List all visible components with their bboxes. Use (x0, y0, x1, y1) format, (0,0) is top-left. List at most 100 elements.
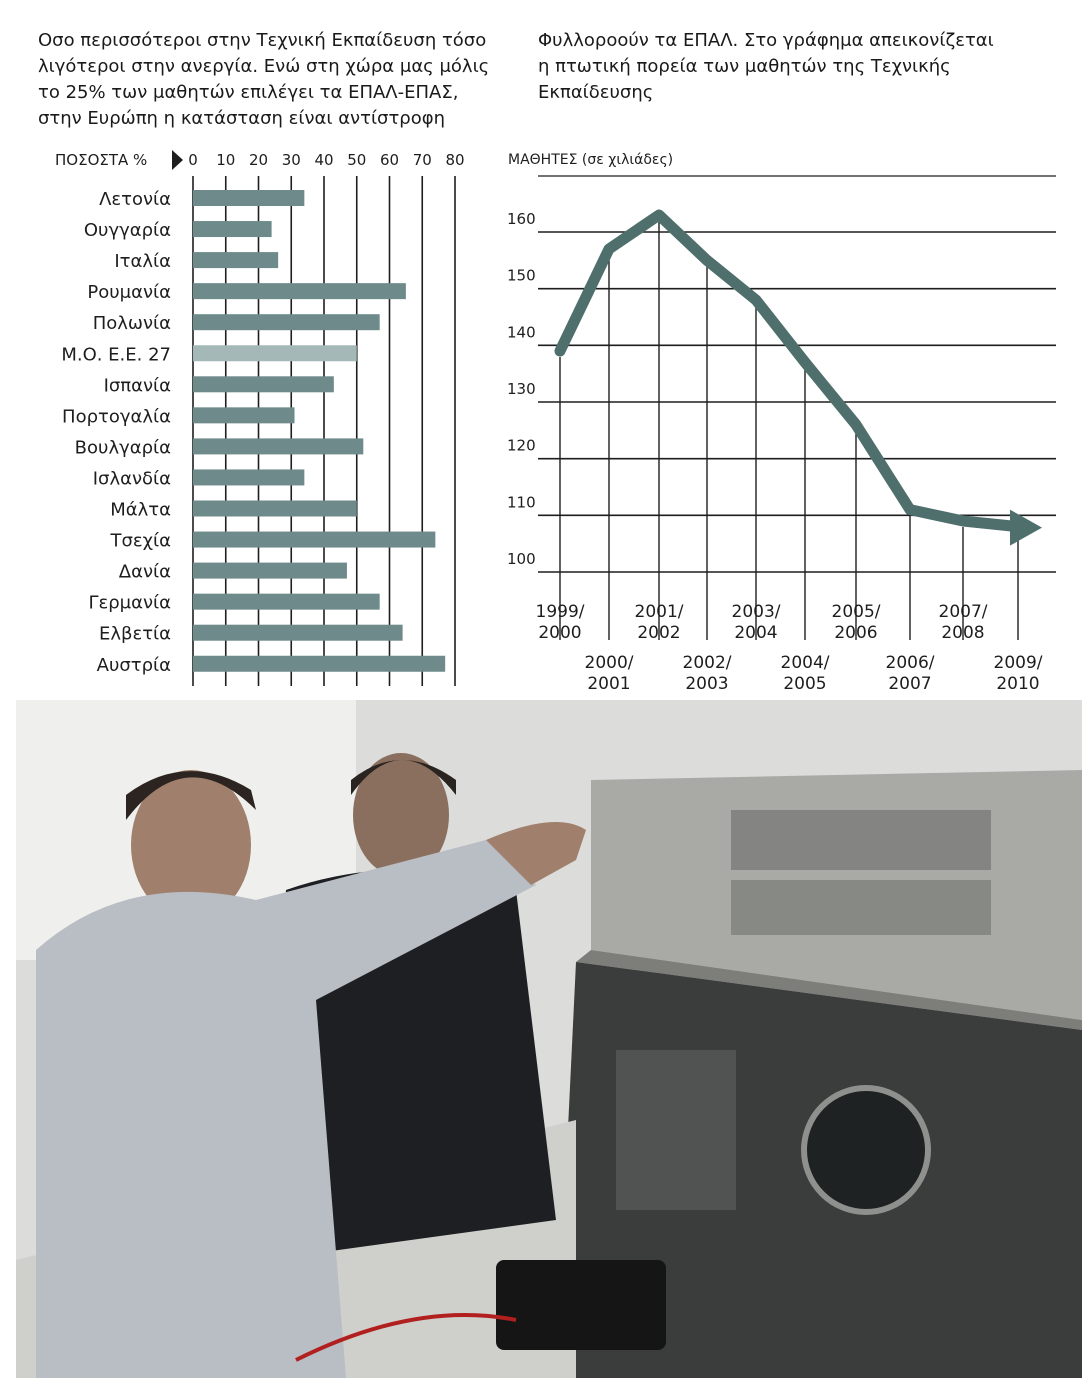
bar-chart-percentages: ΠΟΣΟΣΤΑ % 0 10 20 30 40 50 60 70 80 Λετονία Ουγγαρί… (55, 150, 465, 686)
bar-chart-category-label: Ιταλία (114, 251, 171, 272)
bar-chart-category-label: Βουλγαρία (75, 437, 171, 458)
bar-chart-axis-arrow-icon (172, 150, 183, 170)
photo-student-hair-back (351, 760, 456, 795)
bar-chart-category-label: Ισπανία (104, 375, 171, 396)
photo-equipment-edge (576, 950, 1082, 1030)
line-chart-y-tick-label: 100 (507, 550, 536, 568)
line-chart-x-tick-label: 2009/ (994, 653, 1043, 673)
bar-chart-category-label: Τσεχία (110, 531, 172, 552)
line-chart-x-tick-label: 2002 (637, 623, 680, 643)
bar-chart-x-tick-label: 20 (249, 151, 268, 169)
bar-chart-bar (193, 407, 295, 424)
bar-chart-category-label: Ισλανδία (93, 468, 171, 489)
bar-chart-category-label: Δανία (119, 562, 171, 583)
bar-chart-category-label: Ρουμανία (87, 282, 171, 303)
bar-chart-category-label: Ουγγαρία (84, 220, 171, 241)
left-caption-line: λιγότεροι στην ανεργία. Ενώ στη χώρα μας… (38, 56, 490, 77)
left-caption-line: το 25% των μαθητών επιλέγει τα ΕΠΑΛ-ΕΠΑΣ… (38, 82, 459, 103)
bar-chart-x-tick-label: 40 (314, 151, 333, 169)
photo-student-face-front (131, 770, 251, 920)
bar-chart-bar (193, 345, 357, 362)
line-chart-x-tick-label: 2003/ (732, 602, 781, 622)
line-chart-x-tick-label: 2008 (941, 623, 984, 643)
bar-chart-bar (193, 469, 305, 486)
bar-chart-category-label: Λετονία (99, 189, 171, 210)
bar-chart-bar (193, 593, 380, 610)
line-chart-y-tick-label: 120 (507, 437, 536, 455)
bar-chart-axis-label: ΠΟΣΟΣΤΑ % (55, 151, 147, 169)
line-chart-x-tick-label: 2005 (783, 674, 826, 694)
line-chart-series-line (554, 209, 1024, 533)
photo-student-face-back (353, 753, 449, 877)
line-chart-y-tick-label: 160 (507, 210, 536, 228)
bar-chart-x-tick-label: 50 (347, 151, 366, 169)
line-chart-x-tick-label: 2006 (834, 623, 877, 643)
bar-chart-x-tick-label: 10 (216, 151, 235, 169)
line-chart-x-tick-label: 2007/ (939, 602, 988, 622)
photo-fan (801, 1085, 931, 1215)
right-caption-line: η πτωτική πορεία των μαθητών της Τεχνική… (538, 56, 951, 77)
bar-chart-x-tick-label: 80 (445, 151, 464, 169)
photo-student-hoodie (36, 840, 536, 1378)
line-chart-trend-arrow-icon (1010, 509, 1042, 546)
bar-chart-x-tick-label: 0 (188, 151, 198, 169)
bar-chart-bar (193, 283, 406, 300)
bar-chart-bar (193, 655, 446, 672)
bar-chart-category-label: Πορτογαλία (62, 406, 171, 427)
photo-student-hair-front (126, 771, 256, 820)
bar-chart-bar (193, 500, 357, 517)
left-caption: Οσο περισσότεροι στην Τεχνική Εκπαίδευση… (38, 28, 489, 132)
photo-vent-grille-lower (731, 880, 991, 935)
line-chart-x-tick-label: 2001 (587, 674, 630, 694)
bar-chart-x-tick-label: 60 (380, 151, 399, 169)
bar-chart-category-label: Μ.Ο. Ε.Ε. 27 (61, 344, 171, 365)
line-chart-axis-label: ΜΑΘΗΤΕΣ (σε χιλιάδες) (508, 152, 673, 168)
line-chart-students: ΜΑΘΗΤΕΣ (σε χιλιάδες) 100 110 120 130 140 150 1… (507, 152, 1056, 694)
left-caption-line: Οσο περισσότεροι στην Τεχνική Εκπαίδευση… (38, 30, 487, 51)
line-chart-x-tick-label: 2002/ (683, 653, 732, 673)
line-chart-y-tick-label: 110 (507, 493, 536, 511)
photo-students-workshop (16, 700, 1082, 1378)
bar-chart-bar (193, 190, 305, 206)
bar-chart-x-tick-label: 30 (282, 151, 301, 169)
bar-chart-bar (193, 624, 403, 641)
bar-chart-category-label: Πολωνία (93, 313, 171, 334)
line-chart-y-tick-label: 130 (507, 380, 536, 398)
line-chart-x-tick-label: 2007 (888, 674, 931, 694)
line-chart-x-tick-label: 2000/ (585, 653, 634, 673)
photo-circuit-board (616, 1050, 736, 1210)
line-chart-x-tick-label: 2003 (685, 674, 728, 694)
bar-chart-bar (193, 438, 364, 455)
photo-red-cable (295, 1313, 517, 1362)
bar-chart-x-tick-label: 70 (413, 151, 432, 169)
line-chart-x-tick-label: 2004/ (781, 653, 830, 673)
bar-chart-bar (193, 562, 347, 579)
line-chart-x-tick-label: 2005/ (832, 602, 881, 622)
bar-chart-category-label: Γερμανία (88, 593, 171, 614)
line-chart-y-tick-label: 140 (507, 323, 536, 341)
line-chart-x-tick-label: 1999/ (536, 602, 585, 622)
bar-chart-bar (193, 252, 279, 269)
line-chart-x-tick-label: 2000 (538, 623, 581, 643)
bar-chart-category-label: Αυστρία (97, 655, 171, 676)
right-caption-line: Εκπαίδευσης (538, 82, 654, 103)
line-chart-y-tick-label: 150 (507, 267, 536, 285)
photo-multimeter (496, 1260, 666, 1350)
line-chart-x-tick-label: 2001/ (635, 602, 684, 622)
left-caption-line: στην Ευρώπη η κατάσταση είναι αντίστροφη (38, 108, 446, 129)
bar-chart-bar (193, 314, 380, 331)
bar-chart-bar (193, 221, 272, 238)
right-caption: Φυλλοροούν τα ΕΠΑΛ. Στο γράφημα απεικονί… (538, 28, 994, 106)
photo-illustration (16, 700, 1082, 1378)
bar-chart-category-label: Μάλτα (110, 500, 171, 521)
line-chart-x-tick-label: 2010 (996, 674, 1039, 694)
line-chart-x-tick-label: 2006/ (886, 653, 935, 673)
bar-chart-category-label: Ελβετία (99, 624, 171, 645)
photo-student-hand (486, 822, 586, 885)
line-chart-x-tick-label: 2004 (734, 623, 777, 643)
bar-chart-bar (193, 531, 436, 548)
right-caption-line: Φυλλοροούν τα ΕΠΑΛ. Στο γράφημα απεικονί… (538, 30, 994, 51)
bar-chart-bar (193, 376, 334, 393)
photo-vent-grille (731, 810, 991, 870)
